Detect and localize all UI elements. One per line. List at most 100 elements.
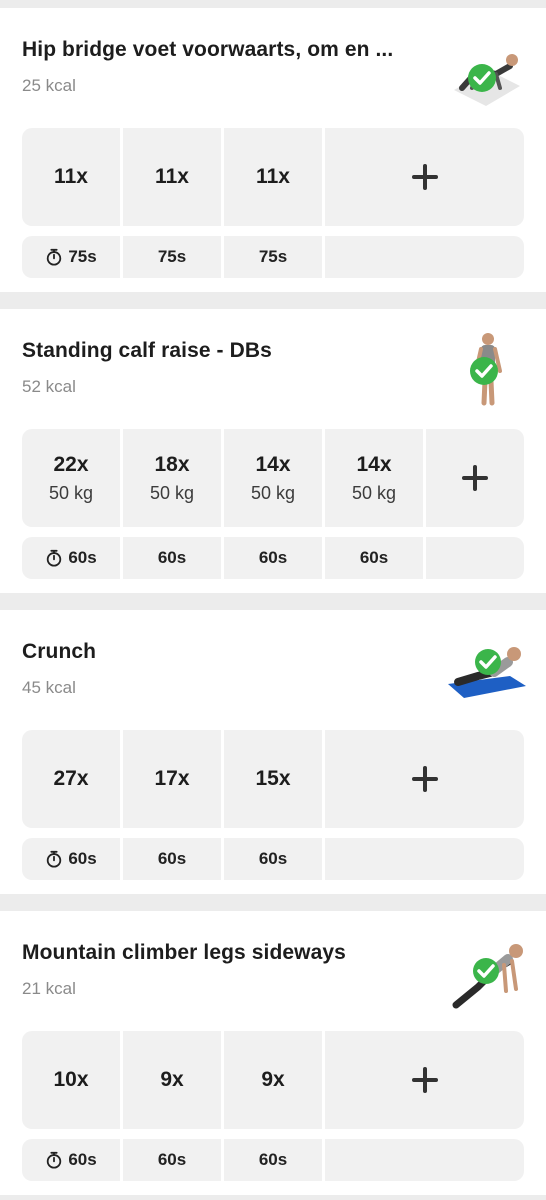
exercise-header: Standing calf raise - DBs 52 kcal [22, 333, 524, 429]
rest-time: 60s [68, 548, 97, 567]
set-reps: 14x [255, 452, 291, 476]
exercise-kcal: 45 kcal [22, 678, 76, 697]
rest-row: 60s 60s 60s 60s [22, 537, 524, 579]
exercise-title: Crunch [22, 640, 97, 663]
plus-icon [462, 465, 488, 491]
check-badge-icon [470, 357, 498, 385]
rest-empty-cell [325, 236, 524, 278]
rest-empty-cell [426, 537, 524, 579]
hip-bridge-figure-icon [454, 54, 520, 106]
rest-cell[interactable]: 60s [22, 838, 120, 880]
rest-time: 60s [68, 849, 97, 868]
add-set-button[interactable] [426, 429, 524, 527]
rest-time: 75s [157, 247, 187, 266]
rest-time: 60s [258, 1150, 288, 1169]
plus-icon [411, 1067, 438, 1093]
rest-cell[interactable]: 60s [325, 537, 423, 579]
add-set-button[interactable] [325, 730, 524, 828]
sets-row: 22x 50 kg 18x 50 kg 14x 50 kg 14x 50 kg [22, 429, 524, 527]
plus-icon [411, 164, 438, 190]
check-badge-icon [468, 64, 496, 92]
rest-time: 60s [258, 849, 288, 868]
exercise-card[interactable]: Mountain climber legs sideways 21 kcal 1… [0, 911, 546, 1195]
set-reps: 18x [154, 452, 190, 476]
exercise-kcal: 52 kcal [22, 377, 76, 396]
set-reps: 11x [256, 165, 290, 188]
rest-cell[interactable]: 60s [123, 1139, 221, 1181]
crunch-figure-icon [448, 647, 526, 698]
set-cell[interactable]: 11x [123, 128, 221, 226]
set-weight: 50 kg [250, 482, 296, 503]
rest-cell[interactable]: 75s [123, 236, 221, 278]
set-cell[interactable]: 27x [22, 730, 120, 828]
exercise-card[interactable]: Crunch 45 kcal 27x 17x 15x [0, 610, 546, 894]
stopwatch-icon [47, 1151, 62, 1169]
set-weight: 50 kg [351, 482, 397, 503]
rest-row: 60s 60s 60s [22, 838, 524, 880]
rest-empty-cell [325, 1139, 524, 1181]
check-badge-icon [473, 958, 499, 984]
rest-cell[interactable]: 60s [22, 537, 120, 579]
exercise-thumbnail[interactable] [448, 30, 526, 108]
rest-cell[interactable]: 60s [224, 1139, 322, 1181]
rest-row: 60s 60s 60s [22, 1139, 524, 1181]
rest-time: 60s [359, 548, 389, 567]
rest-cell[interactable]: 60s [22, 1139, 120, 1181]
add-set-button[interactable] [325, 128, 524, 226]
set-cell[interactable]: 18x 50 kg [123, 429, 221, 527]
exercise-header: Hip bridge voet voorwaarts, om en ... 25… [22, 36, 524, 128]
rest-time: 60s [157, 1150, 187, 1169]
set-reps: 9x [261, 1068, 285, 1091]
plus-icon [411, 766, 438, 792]
stopwatch-icon [47, 549, 62, 567]
rest-time: 60s [157, 548, 187, 567]
sets-row: 11x 11x 11x [22, 128, 524, 226]
set-reps: 14x [356, 452, 392, 476]
set-cell[interactable]: 17x [123, 730, 221, 828]
standing-figure-icon [470, 333, 502, 406]
set-reps: 22x [53, 452, 89, 476]
rest-cell[interactable]: 60s [123, 537, 221, 579]
exercise-thumbnail[interactable] [448, 632, 526, 710]
rest-cell[interactable]: 75s [22, 236, 120, 278]
set-cell[interactable]: 9x [224, 1031, 322, 1129]
exercise-card[interactable]: Standing calf raise - DBs 52 kcal 22x 50… [0, 309, 546, 593]
mountain-climber-figure-icon [452, 944, 523, 1009]
set-reps: 15x [255, 767, 291, 790]
set-weight: 50 kg [48, 482, 94, 503]
rest-row: 75s 75s 75s [22, 236, 524, 278]
rest-cell[interactable]: 60s [123, 838, 221, 880]
set-reps: 9x [160, 1068, 184, 1091]
rest-empty-cell [325, 838, 524, 880]
set-cell[interactable]: 10x [22, 1031, 120, 1129]
rest-cell[interactable]: 75s [224, 236, 322, 278]
set-cell[interactable]: 15x [224, 730, 322, 828]
exercise-header: Crunch 45 kcal [22, 638, 526, 730]
rest-cell[interactable]: 60s [224, 838, 322, 880]
exercise-header: Mountain climber legs sideways 21 kcal [22, 939, 524, 1031]
exercise-title: Hip bridge voet voorwaarts, om en ... [22, 38, 394, 61]
stopwatch-icon [47, 248, 62, 266]
exercise-kcal: 21 kcal [22, 979, 76, 998]
set-reps: 17x [154, 767, 190, 790]
set-cell[interactable]: 22x 50 kg [22, 429, 120, 527]
set-cell[interactable]: 11x [22, 128, 120, 226]
set-reps: 27x [53, 767, 89, 790]
rest-time: 60s [157, 849, 187, 868]
set-cell[interactable]: 9x [123, 1031, 221, 1129]
add-set-button[interactable] [325, 1031, 524, 1129]
exercise-card[interactable]: Hip bridge voet voorwaarts, om en ... 25… [0, 8, 546, 292]
set-cell[interactable]: 14x 50 kg [224, 429, 322, 527]
exercise-thumbnail[interactable] [448, 331, 526, 409]
set-cell[interactable]: 14x 50 kg [325, 429, 423, 527]
rest-time: 60s [68, 1150, 97, 1169]
rest-cell[interactable]: 60s [224, 537, 322, 579]
set-reps: 10x [53, 1068, 89, 1091]
stopwatch-icon [47, 850, 62, 868]
set-reps: 11x [54, 165, 88, 188]
rest-time: 75s [258, 247, 288, 266]
exercise-thumbnail[interactable] [448, 933, 526, 1011]
exercise-title: Mountain climber legs sideways [22, 941, 346, 964]
set-cell[interactable]: 11x [224, 128, 322, 226]
sets-row: 10x 9x 9x [22, 1031, 524, 1129]
